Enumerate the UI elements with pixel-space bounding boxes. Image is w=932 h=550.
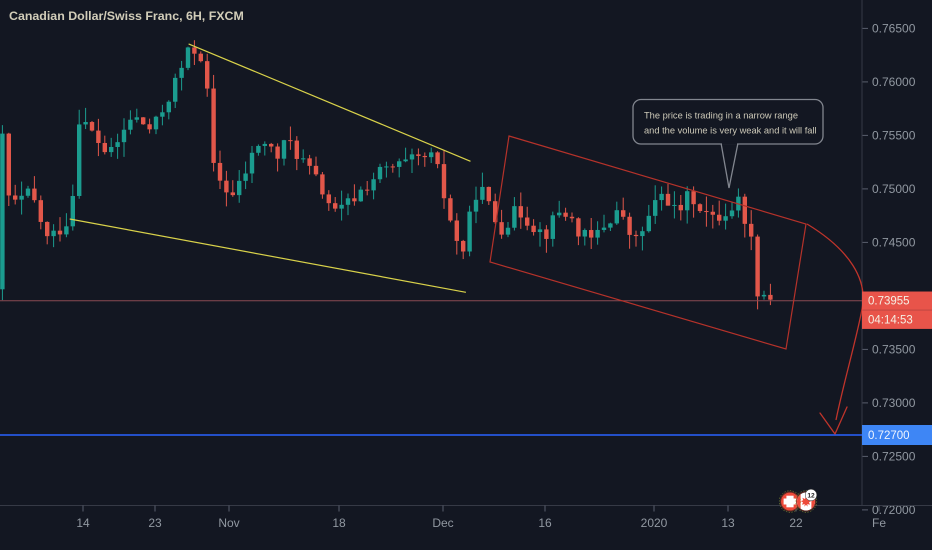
svg-text:0.74500: 0.74500 xyxy=(872,235,916,249)
svg-text:0.72700: 0.72700 xyxy=(868,430,910,442)
svg-text:04:14:53: 04:14:53 xyxy=(868,315,913,327)
svg-text:0.73000: 0.73000 xyxy=(872,396,916,410)
svg-text:0.72500: 0.72500 xyxy=(872,449,916,463)
svg-text:16: 16 xyxy=(538,516,552,530)
svg-text:0.76000: 0.76000 xyxy=(872,75,916,89)
svg-text:12: 12 xyxy=(807,492,815,499)
svg-text:Fe: Fe xyxy=(872,516,886,530)
svg-text:Dec: Dec xyxy=(432,516,453,530)
svg-text:0.75000: 0.75000 xyxy=(872,182,916,196)
svg-text:23: 23 xyxy=(148,516,162,530)
svg-text:13: 13 xyxy=(721,516,735,530)
svg-text:14: 14 xyxy=(76,516,90,530)
svg-text:0.75500: 0.75500 xyxy=(872,128,916,142)
svg-text:22: 22 xyxy=(789,516,803,530)
svg-text:The price is trading in a narr: The price is trading in a narrow range xyxy=(644,111,798,121)
svg-text:18: 18 xyxy=(332,516,346,530)
svg-text:0.73955: 0.73955 xyxy=(868,296,910,308)
svg-text:Nov: Nov xyxy=(218,516,239,530)
svg-text:0.76500: 0.76500 xyxy=(872,21,916,35)
svg-text:0.73500: 0.73500 xyxy=(872,342,916,356)
svg-text:and the volume is very weak an: and the volume is very weak and it will … xyxy=(644,126,817,136)
svg-text:2020: 2020 xyxy=(641,516,668,530)
